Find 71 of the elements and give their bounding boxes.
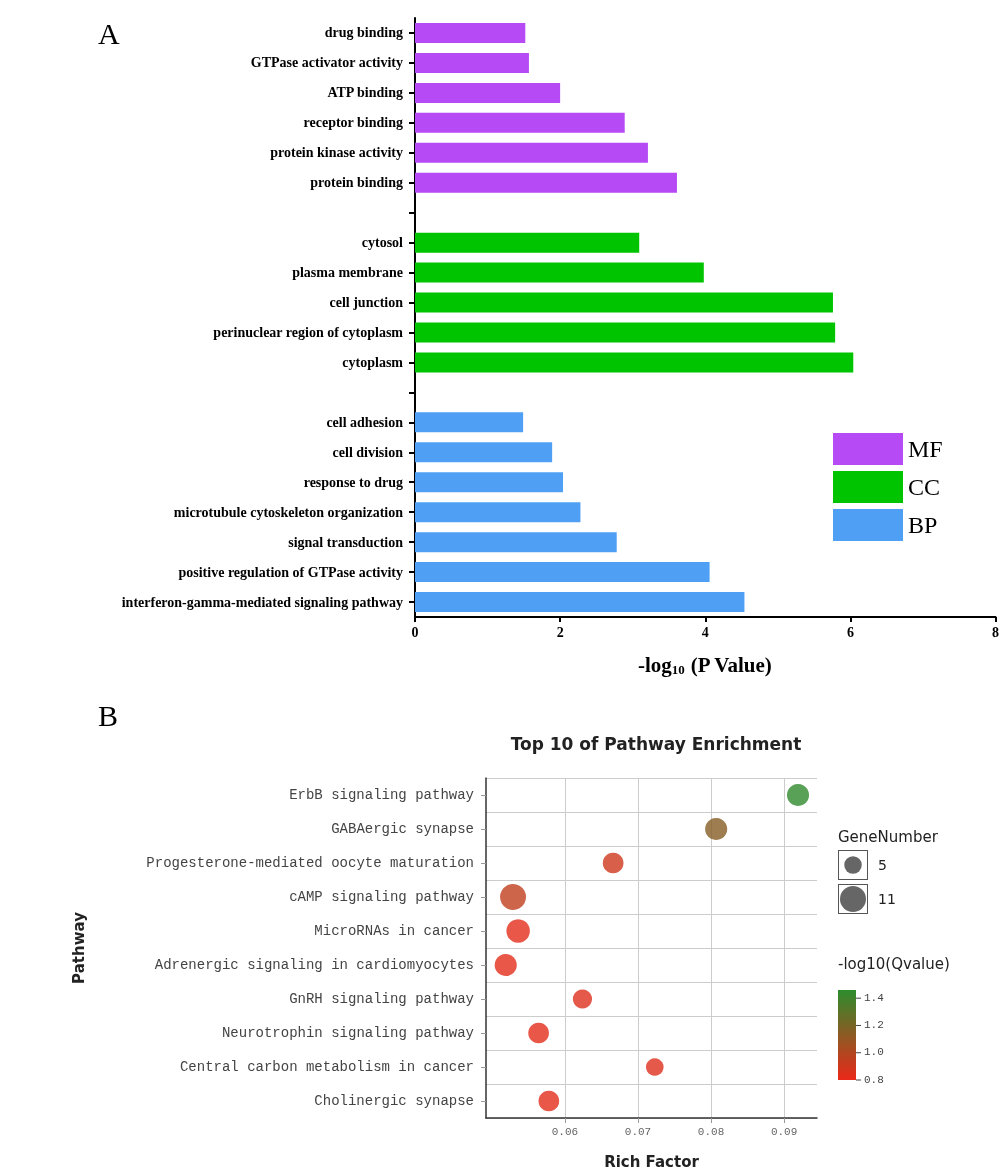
bar — [415, 352, 854, 373]
y-tick-label: Cholinergic synapse — [314, 1093, 474, 1109]
y-tick-label: interferon-gamma-mediated signaling pathway — [121, 594, 403, 610]
y-tick-label: positive regulation of GTPase activity — [178, 564, 403, 580]
color-bar-label: 1.4 — [864, 991, 885, 1004]
y-tick-label: MicroRNAs in cancer — [314, 923, 474, 939]
y-tick-label: ATP binding — [327, 85, 403, 101]
bar — [415, 412, 524, 433]
y-tick-label: GABAergic synapse — [331, 821, 474, 837]
y-tick-label: ErbB signaling pathway — [289, 787, 474, 803]
legend-label: MF — [908, 436, 943, 462]
bar — [415, 232, 640, 253]
y-tick-label: GnRH signaling pathway — [289, 991, 474, 1007]
y-tick-label: response to drug — [303, 474, 403, 490]
chart-title: Top 10 of Pathway Enrichment — [510, 733, 802, 754]
bar — [415, 442, 553, 463]
y-tick-label: cell adhesion — [326, 414, 404, 430]
y-tick-label: protein kinase activity — [270, 145, 403, 161]
legend-label: 5 — [878, 857, 887, 873]
y-tick-label: Progesterone-mediated oocyte maturation — [146, 855, 474, 871]
bar — [415, 52, 529, 73]
x-tick-label: 0.06 — [551, 1125, 579, 1138]
x-tick-label: 0 — [411, 624, 419, 640]
bar — [415, 472, 564, 493]
y-tick-label: cAMP signaling pathway — [289, 889, 474, 905]
color-bar-label: 1.0 — [864, 1046, 884, 1059]
y-tick-label: cytoplasm — [342, 354, 404, 370]
y-tick-label: Adrenergic signaling in cardiomyocytes — [154, 957, 474, 973]
bar — [415, 502, 581, 523]
color-bar-label: 0.8 — [864, 1073, 884, 1086]
x-tick-label: 8 — [992, 624, 999, 640]
y-tick-label: drug binding — [324, 25, 403, 41]
bar — [415, 82, 561, 103]
x-axis-title: Rich Factor — [604, 1152, 700, 1171]
y-tick-label: cytosol — [361, 235, 404, 251]
x-tick-label: 2 — [556, 624, 564, 640]
bar — [415, 112, 625, 133]
color-bar-title: -log10(Qvalue) — [838, 954, 950, 973]
x-tick-label: 4 — [701, 624, 709, 640]
y-axis-title: Pathway — [69, 911, 88, 984]
legend-label: BP — [908, 512, 938, 538]
y-tick-label: Central carbon metabolism in cancer — [179, 1059, 474, 1075]
bar — [415, 292, 833, 313]
y-tick-label: microtubule cytoskeleton organization — [173, 504, 404, 520]
legend-label: CC — [908, 474, 941, 500]
y-tick-label: receptor binding — [303, 115, 403, 131]
color-bar-label: 1.2 — [864, 1018, 884, 1031]
bar — [415, 532, 617, 553]
x-tick-label: 6 — [846, 624, 854, 640]
y-tick-label: cell junction — [329, 295, 404, 311]
bar — [415, 22, 526, 43]
y-tick-label: perinuclear region of cytoplasm — [213, 324, 404, 340]
legend-label: 11 — [878, 891, 896, 907]
y-tick-label: plasma membrane — [292, 265, 403, 281]
y-tick-label: signal transduction — [288, 534, 404, 550]
bar — [415, 172, 677, 193]
bar — [415, 592, 745, 613]
x-tick-label: 0.09 — [770, 1125, 798, 1138]
x-tick-label: 0.07 — [624, 1125, 652, 1138]
y-tick-label: protein binding — [310, 175, 403, 191]
bar — [415, 322, 836, 343]
bar — [415, 262, 704, 283]
bar — [415, 562, 710, 583]
y-tick-label: cell division — [332, 444, 404, 460]
legend-title: GeneNumber — [838, 828, 938, 846]
x-tick-label: 0.08 — [697, 1125, 725, 1138]
text: A — [98, 16, 120, 50]
text: B — [98, 698, 119, 732]
bar — [415, 142, 648, 163]
y-tick-label: Neurotrophin signaling pathway — [221, 1025, 474, 1041]
y-tick-label: GTPase activator activity — [250, 55, 403, 71]
